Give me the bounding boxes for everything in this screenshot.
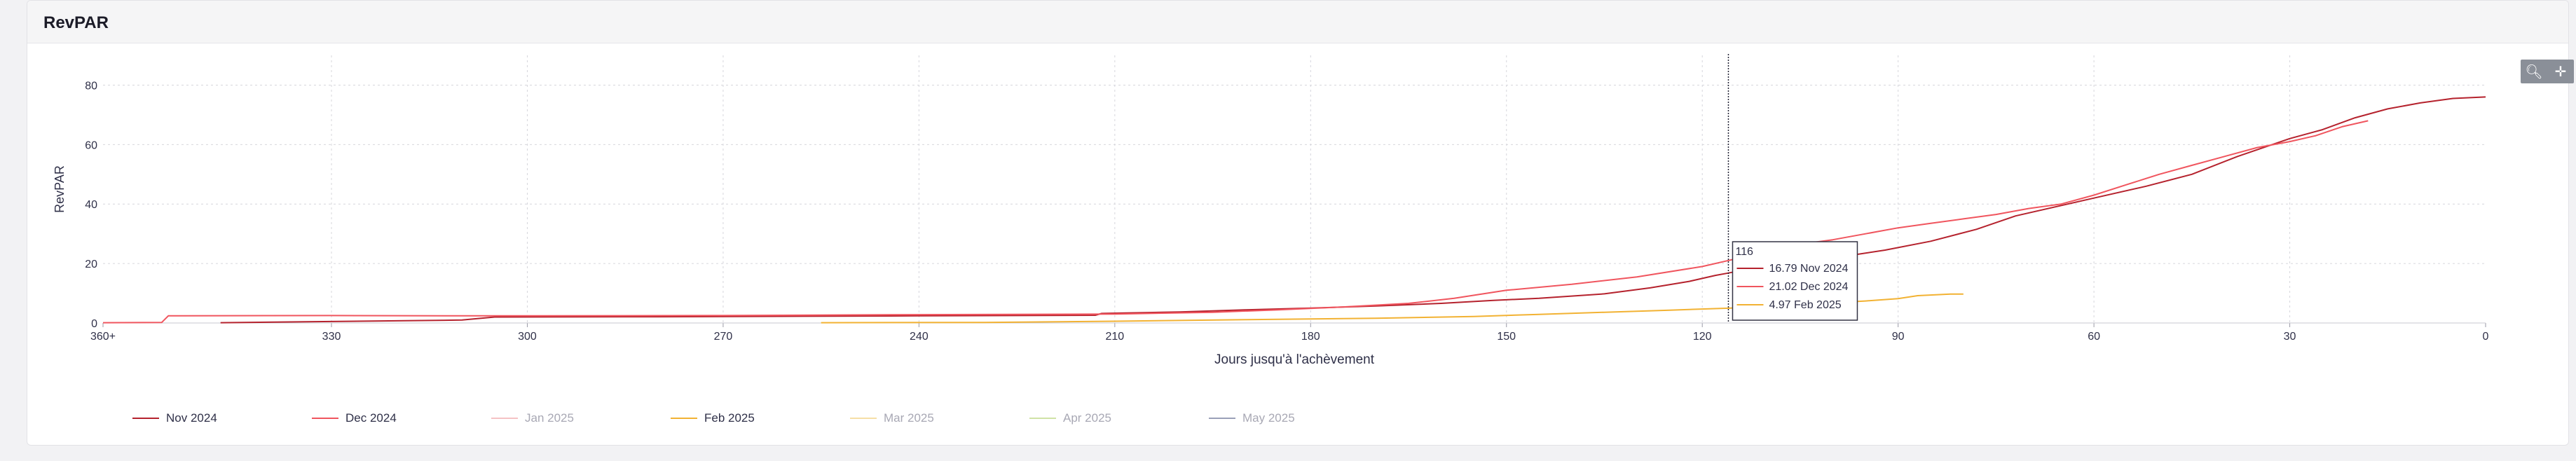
tooltip-box <box>1732 241 1858 321</box>
x-tick-label: 330 <box>322 331 341 343</box>
legend-label: Dec 2024 <box>345 411 397 425</box>
y-tick-label: 0 <box>91 318 97 330</box>
y-tick-label: 40 <box>85 199 97 211</box>
chart-toolbar: 🔍︎ ✛ <box>2521 60 2574 83</box>
y-axis-title: RevPAR <box>53 165 67 213</box>
chart-tooltip: 116 16.79 Nov 2024 21.02 Dec 2024 4.97 Feb … <box>1732 241 1858 321</box>
x-tick-label: 180 <box>1301 331 1320 343</box>
tooltip-row: 16.79 Nov 2024 <box>1769 263 1848 275</box>
legend-swatch <box>1209 418 1235 419</box>
legend-label: Apr 2025 <box>1063 411 1111 425</box>
chart-grid <box>103 55 2486 324</box>
legend-swatch <box>850 418 877 419</box>
series-line-dec-2024[interactable] <box>102 120 2369 324</box>
series-line-nov-2024[interactable] <box>220 96 2486 324</box>
legend-label: Mar 2025 <box>884 411 934 425</box>
x-axis-title: Jours jusqu'à l'achèvement <box>1214 352 1375 367</box>
legend-item-dec-2024[interactable]: Dec 2024 <box>312 410 397 427</box>
x-tick-label: 0 <box>2483 331 2489 343</box>
legend-item-mar-2025[interactable]: Mar 2025 <box>850 410 934 427</box>
x-tick-label: 120 <box>1693 331 1712 343</box>
y-tick-label: 20 <box>85 259 97 270</box>
legend-label: May 2025 <box>1242 411 1295 425</box>
x-tick-label: 60 <box>2088 331 2100 343</box>
legend-label: Nov 2024 <box>166 411 217 425</box>
zoom-in-icon[interactable]: 🔍︎ <box>2525 64 2543 80</box>
y-tick-label: 80 <box>85 80 97 92</box>
legend-item-nov-2024[interactable]: Nov 2024 <box>132 410 217 427</box>
x-tick-label: 30 <box>2284 331 2296 343</box>
tooltip-x-label: 116 <box>1735 246 1753 258</box>
series-line-feb-2025[interactable] <box>821 293 1964 324</box>
tooltip-row: 21.02 Dec 2024 <box>1769 281 1848 293</box>
legend-label: Jan 2025 <box>525 411 574 425</box>
revpar-card: RevPAR 0 20 40 60 80 360+ 330 300 270 240 210 180 15… <box>27 0 2574 446</box>
card-title: RevPAR <box>43 13 109 32</box>
legend-item-may-2025[interactable]: May 2025 <box>1209 410 1295 427</box>
legend-swatch <box>671 418 697 419</box>
legend-swatch <box>1029 418 1056 419</box>
legend-item-feb-2025[interactable]: Feb 2025 <box>671 410 755 427</box>
legend-label: Feb 2025 <box>704 411 755 425</box>
legend-swatch <box>491 418 518 419</box>
tooltip-row: 4.97 Feb 2025 <box>1769 299 1841 311</box>
x-tick-label: 270 <box>714 331 733 343</box>
pan-move-icon[interactable]: ✛ <box>2554 64 2567 80</box>
y-tick-label: 60 <box>85 139 97 151</box>
chart-series <box>102 96 2486 324</box>
legend-item-apr-2025[interactable]: Apr 2025 <box>1029 410 1111 427</box>
x-tick-label: 90 <box>1892 331 1905 343</box>
legend-item-jan-2025[interactable]: Jan 2025 <box>491 410 574 427</box>
legend-swatch <box>132 418 159 419</box>
legend-swatch <box>312 418 338 419</box>
x-tick-label: 210 <box>1105 331 1124 343</box>
x-tick-label: 150 <box>1497 331 1516 343</box>
x-tick-label: 240 <box>910 331 929 343</box>
card-header: RevPAR <box>27 1 2568 43</box>
x-tick-label: 300 <box>518 331 537 343</box>
x-tick-label: 360+ <box>90 331 116 343</box>
